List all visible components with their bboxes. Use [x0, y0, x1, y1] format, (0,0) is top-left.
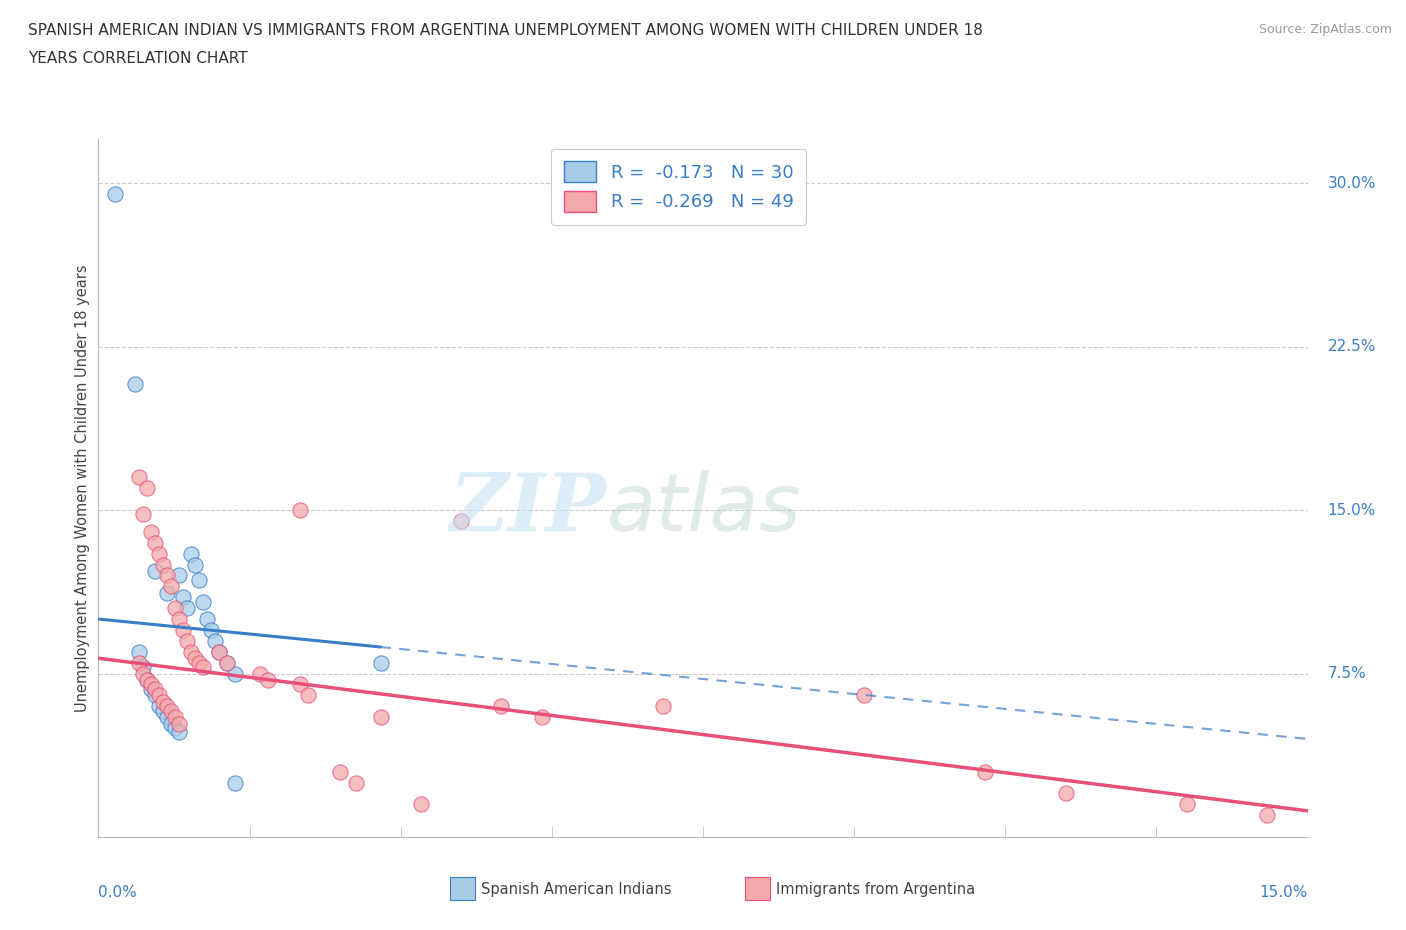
Text: 22.5%: 22.5% — [1327, 339, 1376, 354]
Point — [224, 666, 246, 681]
Point — [167, 568, 190, 583]
Point — [128, 644, 150, 659]
Text: atlas: atlas — [606, 471, 801, 548]
Point — [853, 688, 876, 703]
Point — [370, 655, 392, 670]
Point — [1054, 786, 1077, 801]
Text: Spanish American Indians: Spanish American Indians — [481, 882, 671, 897]
Point — [974, 764, 997, 779]
Point — [160, 578, 183, 593]
Point — [1256, 808, 1278, 823]
Point — [163, 601, 186, 616]
Point — [167, 725, 190, 740]
Point — [297, 688, 319, 703]
Point — [329, 764, 352, 779]
Point — [152, 703, 174, 718]
Point — [128, 470, 150, 485]
Point — [132, 659, 155, 674]
Point — [1175, 797, 1198, 812]
Text: 30.0%: 30.0% — [1327, 176, 1376, 191]
Point — [180, 644, 202, 659]
Y-axis label: Unemployment Among Women with Children Under 18 years: Unemployment Among Women with Children U… — [75, 264, 90, 712]
Point — [651, 698, 673, 713]
Point — [148, 546, 170, 561]
Point — [208, 644, 231, 659]
Point — [163, 721, 186, 736]
Point — [200, 622, 222, 637]
Point — [132, 507, 155, 522]
Text: Immigrants from Argentina: Immigrants from Argentina — [776, 882, 976, 897]
Point — [128, 655, 150, 670]
Point — [344, 775, 367, 790]
Point — [193, 659, 215, 674]
Point — [156, 698, 179, 713]
Text: Source: ZipAtlas.com: Source: ZipAtlas.com — [1258, 23, 1392, 36]
Point — [217, 655, 239, 670]
Point — [491, 698, 513, 713]
Text: SPANISH AMERICAN INDIAN VS IMMIGRANTS FROM ARGENTINA UNEMPLOYMENT AMONG WOMEN WI: SPANISH AMERICAN INDIAN VS IMMIGRANTS FR… — [28, 23, 983, 38]
Point — [195, 612, 218, 627]
Point — [370, 710, 392, 724]
Point — [530, 710, 553, 724]
Point — [160, 703, 183, 718]
Point — [103, 187, 125, 202]
Point — [172, 622, 194, 637]
Point — [139, 677, 162, 692]
Point — [450, 513, 472, 528]
Point — [163, 710, 186, 724]
Point — [176, 601, 198, 616]
Point — [184, 557, 207, 572]
Point — [188, 572, 211, 587]
Point — [224, 775, 246, 790]
Point — [217, 655, 239, 670]
Point — [208, 644, 231, 659]
Point — [143, 682, 166, 697]
Text: 0.0%: 0.0% — [98, 885, 138, 900]
Text: 15.0%: 15.0% — [1327, 502, 1376, 518]
Point — [160, 716, 183, 731]
Point — [152, 695, 174, 710]
Point — [167, 716, 190, 731]
Point — [249, 666, 271, 681]
Point — [143, 564, 166, 578]
Point — [176, 633, 198, 648]
Point — [188, 655, 211, 670]
Point — [132, 666, 155, 681]
Point — [172, 590, 194, 604]
Point — [143, 536, 166, 551]
Point — [148, 688, 170, 703]
Point — [152, 557, 174, 572]
Point — [135, 672, 157, 687]
Point — [139, 682, 162, 697]
Point — [143, 688, 166, 703]
Point — [180, 546, 202, 561]
Point — [148, 698, 170, 713]
Point — [156, 568, 179, 583]
Text: YEARS CORRELATION CHART: YEARS CORRELATION CHART — [28, 51, 247, 66]
Point — [124, 376, 146, 391]
Point — [256, 672, 278, 687]
Point — [156, 586, 179, 601]
Text: 15.0%: 15.0% — [1260, 885, 1308, 900]
Point — [135, 481, 157, 496]
Point — [204, 633, 226, 648]
Point — [139, 525, 162, 539]
Point — [156, 710, 179, 724]
Point — [135, 672, 157, 687]
Point — [184, 651, 207, 666]
Point — [409, 797, 432, 812]
Text: 7.5%: 7.5% — [1327, 666, 1367, 681]
Legend: R =  -0.173   N = 30, R =  -0.269   N = 49: R = -0.173 N = 30, R = -0.269 N = 49 — [551, 149, 807, 224]
Point — [288, 677, 311, 692]
Point — [167, 612, 190, 627]
Point — [193, 594, 215, 609]
Point — [288, 502, 311, 517]
Text: ZIP: ZIP — [450, 471, 606, 548]
